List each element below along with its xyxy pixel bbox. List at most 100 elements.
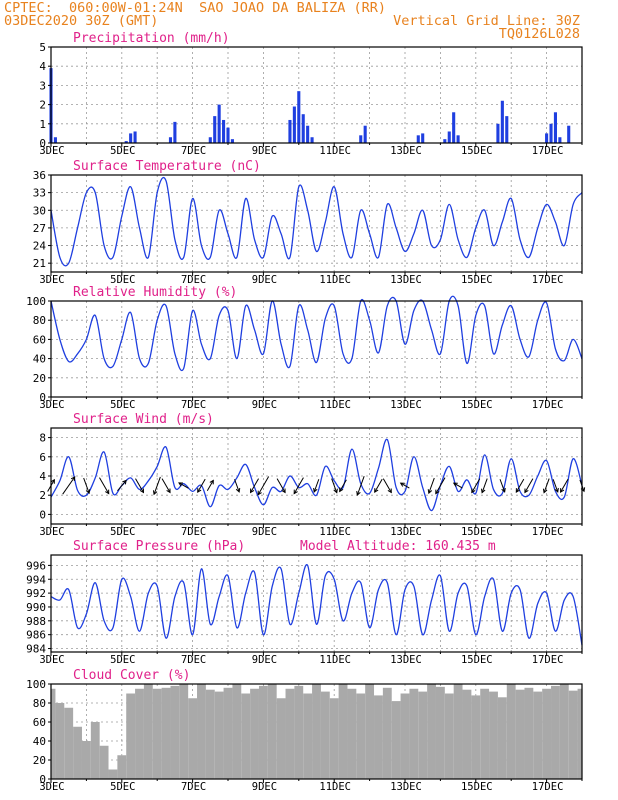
x-tick-label: 17DEC xyxy=(532,399,564,411)
cloud-bar xyxy=(338,684,348,779)
precip-bar xyxy=(288,119,292,143)
x-tick-label: 15DEC xyxy=(461,274,493,286)
precip-bar xyxy=(133,131,137,143)
cloud-bar xyxy=(81,741,91,779)
y-tick-label: 5 xyxy=(39,41,46,54)
x-tick-label: 15DEC xyxy=(461,654,493,666)
x-tick-label: 7DEC xyxy=(181,654,206,666)
precip-bar xyxy=(173,121,177,143)
cloud-bar xyxy=(559,684,569,779)
rh-series-line xyxy=(50,295,583,372)
y-tick-label: 27 xyxy=(33,222,46,235)
wind-arrow xyxy=(524,478,534,493)
rh-panel: 0 20 40 60 80 100 3DEC 5DEC 7DEC 9DEC 11DEC 13DEC 15… xyxy=(26,285,583,411)
x-tick-label: 11DEC xyxy=(319,526,351,538)
cloud-bar xyxy=(232,684,242,779)
precip-bar xyxy=(301,114,305,143)
precip-bar xyxy=(421,133,425,143)
x-tick-label: 7DEC xyxy=(181,781,206,793)
cloud-bar xyxy=(391,701,401,779)
cloud-bar xyxy=(462,689,472,779)
precip-bar xyxy=(567,125,571,143)
rh-title: Relative Humidity (%) xyxy=(73,285,237,300)
wind-arrow-head xyxy=(178,482,183,487)
wind-arrow-head xyxy=(333,488,338,494)
wind-arrow-head xyxy=(471,488,476,494)
temp-title: Surface Temperature (nC) xyxy=(73,159,261,174)
y-tick-label: 8 xyxy=(39,432,46,445)
wind-arrow xyxy=(250,478,259,493)
wind-arrow-head xyxy=(374,488,379,493)
wind-arrow xyxy=(83,477,90,494)
header-run-time: 03DEC2020 30Z (GMT) xyxy=(4,13,159,29)
y-tick-label: 0 xyxy=(39,508,46,521)
y-tick-label: 3 xyxy=(39,79,46,92)
wind-arrow-head xyxy=(250,488,255,494)
y-tick-label: 30 xyxy=(33,204,46,217)
precip-bar xyxy=(168,137,173,143)
wind-arrow xyxy=(62,476,76,495)
cloud-bar xyxy=(427,684,436,779)
pres-subtitle: Model Altitude: 160.435 m xyxy=(300,539,496,554)
wind-arrow xyxy=(99,477,110,494)
wind-arrow xyxy=(178,482,189,489)
x-tick-label: 17DEC xyxy=(532,145,564,157)
x-tick-label: 13DEC xyxy=(390,399,422,411)
cloud-bar xyxy=(524,687,534,779)
cloud-bar xyxy=(143,684,153,779)
wind-arrow-head xyxy=(70,476,76,482)
x-tick-label: 5DEC xyxy=(110,399,135,411)
cloud-bar xyxy=(152,688,162,779)
temp-frame xyxy=(50,174,583,273)
precip-bar xyxy=(545,133,549,143)
precip-bar xyxy=(456,135,460,143)
x-tick-label: 15DEC xyxy=(461,145,493,157)
precip-bar xyxy=(416,135,420,143)
cloud-frame xyxy=(50,683,583,780)
wind-arrow xyxy=(293,477,304,494)
cloud-bar xyxy=(258,685,268,779)
wind-arrow-head xyxy=(139,488,145,494)
precip-bar xyxy=(359,135,363,143)
pres-frame xyxy=(50,554,583,653)
x-tick-label: 5DEC xyxy=(110,781,135,793)
y-tick-label: 0 xyxy=(39,773,46,786)
wind-arrow-head xyxy=(524,488,529,494)
cloud-bar xyxy=(214,691,224,779)
precip-bar xyxy=(217,104,221,143)
precip-bar xyxy=(306,125,310,143)
wind-arrow xyxy=(331,478,338,493)
wind-arrow-head xyxy=(560,488,565,493)
cloud-bar xyxy=(435,686,445,779)
cloud-bar xyxy=(347,688,357,779)
cloud-bar xyxy=(267,684,277,779)
x-tick-label: 3DEC xyxy=(39,526,64,538)
wind-arrow-head xyxy=(197,488,202,493)
wind-arrow-head xyxy=(387,488,392,494)
cloud-bar xyxy=(170,685,180,779)
wind-arrow xyxy=(206,480,214,492)
y-tick-label: 984 xyxy=(26,643,46,656)
wind-arrow xyxy=(400,482,410,489)
x-tick-label: 13DEC xyxy=(390,274,422,286)
y-tick-label: 986 xyxy=(26,629,46,642)
cloud-bar xyxy=(453,684,463,779)
y-tick-label: 0 xyxy=(39,137,46,150)
cloud-bar xyxy=(197,684,206,779)
x-tick-label: 9DEC xyxy=(252,654,277,666)
wind-arrow-head xyxy=(452,482,458,487)
wind-arrow-head xyxy=(281,488,286,494)
cloud-bar xyxy=(55,703,65,779)
wind-arrow-head xyxy=(209,479,214,485)
wind-arrow-head xyxy=(152,490,158,496)
cloud-bar xyxy=(533,691,543,779)
wind-arrow xyxy=(356,476,365,496)
cloud-bar xyxy=(241,693,251,779)
x-tick-label: 11DEC xyxy=(319,145,351,157)
y-tick-label: 40 xyxy=(33,353,46,366)
wind-arrow-head xyxy=(515,488,520,493)
x-tick-label: 11DEC xyxy=(319,274,351,286)
x-tick-label: 7DEC xyxy=(181,399,206,411)
precip-bar xyxy=(447,131,451,143)
wind-arrow-head xyxy=(235,487,241,493)
